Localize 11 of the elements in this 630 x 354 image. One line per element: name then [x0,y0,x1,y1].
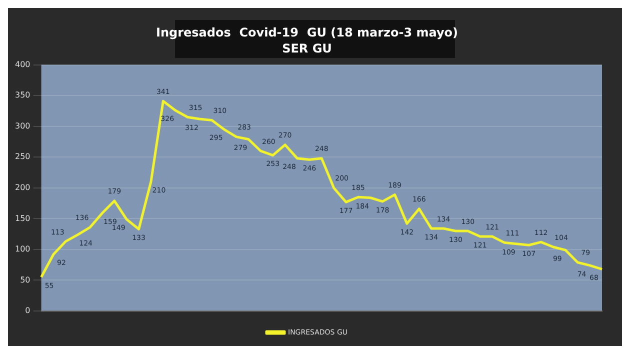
y-tick-label: 50 [20,275,30,284]
y-tick-label: 350 [14,90,30,100]
y-tick-label: 200 [14,182,30,192]
y-tick-label: 400 [14,60,30,69]
y-tick-label: 150 [14,214,30,223]
chart-title: Ingresados Covid-19 GU (18 marzo-3 mayo) [156,25,458,40]
y-tick-label: 300 [14,121,30,130]
y-tick-label: 100 [14,244,30,254]
y-tick-label: 0 [25,306,30,316]
y-tick-label: 250 [14,152,30,162]
chart-subtitle: SER GU [282,42,332,56]
